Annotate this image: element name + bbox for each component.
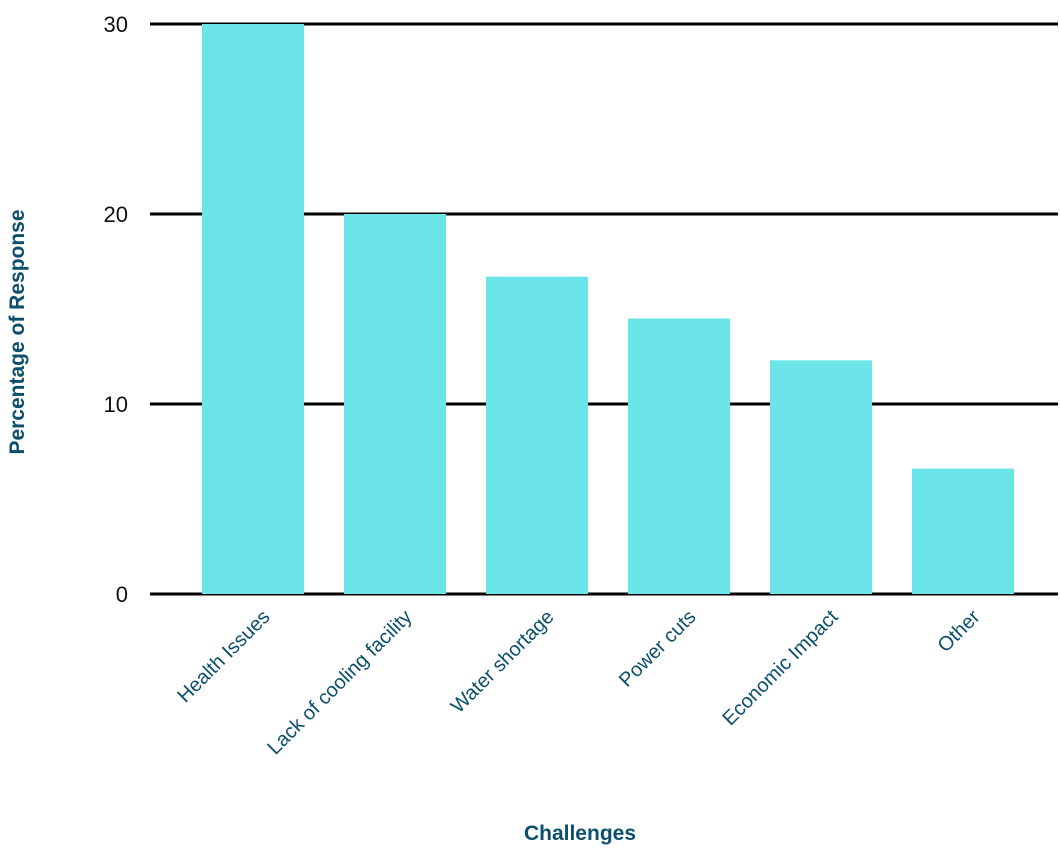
y-tick-label: 0: [116, 582, 128, 607]
x-category-label: Economic Impact: [719, 606, 843, 730]
x-category-label: Water shortage: [447, 606, 559, 718]
x-axis-title: Challenges: [524, 822, 636, 845]
x-category-label: Health Issues: [173, 606, 274, 707]
x-category-label: Other: [934, 606, 985, 657]
y-tick-label: 30: [104, 12, 128, 37]
y-tick-label: 20: [104, 202, 128, 227]
y-tick-labels: 0 10 20 30: [104, 12, 128, 607]
bar-health-issues: [202, 24, 304, 594]
bar-lack-of-cooling-facility: [344, 214, 446, 594]
x-category-label: Power cuts: [615, 606, 701, 692]
bar-power-cuts: [628, 318, 730, 594]
bars: [202, 24, 1014, 594]
bar-economic-impact: [770, 360, 872, 594]
y-axis-title: Percentage of Response: [6, 209, 29, 454]
bar-water-shortage: [486, 276, 588, 594]
x-category-label: Lack of cooling facility: [263, 606, 416, 759]
bar-other: [912, 468, 1014, 594]
y-tick-label: 10: [104, 392, 128, 417]
